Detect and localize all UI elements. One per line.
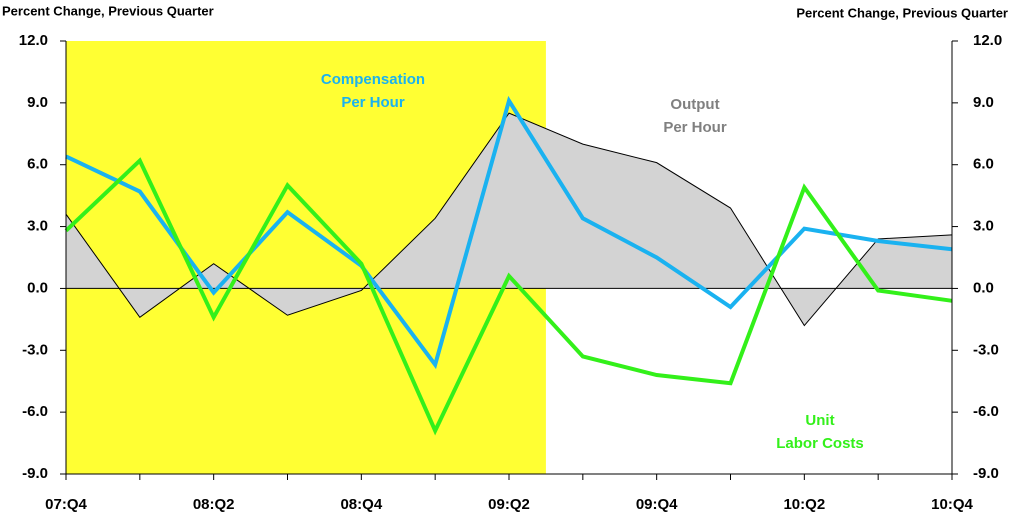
y-tick-label: -6.0 [22, 403, 48, 420]
series-line [64, 157, 953, 436]
annotation: Labor Costs [776, 435, 864, 452]
y-tick-label: 0.0 [27, 279, 48, 296]
area-fill [66, 113, 952, 326]
x-tick-label: 10:Q2 [783, 496, 825, 513]
y-tick-label: -3.0 [22, 341, 48, 358]
y2-tick-label: 12.0 [973, 32, 1002, 49]
y-tick-label: 12.0 [19, 32, 48, 49]
annotation: Per Hour [341, 94, 405, 111]
y2-tick-label: 3.0 [973, 218, 994, 235]
area-outline [65, 112, 953, 327]
annotation: Compensation [321, 71, 425, 88]
x-tick-label: 09:Q4 [636, 496, 678, 513]
x-tick-label: 09:Q2 [488, 496, 530, 513]
y-tick-label: 9.0 [27, 94, 48, 111]
x-tick-label: 07:Q4 [45, 496, 87, 513]
y2-tick-label: -6.0 [973, 403, 999, 420]
y2-tick-label: -3.0 [973, 341, 999, 358]
annotation: Per Hour [663, 119, 727, 136]
y-axis-title: Percent Change, Previous Quarter [2, 3, 214, 18]
y2-tick-label: 0.0 [973, 279, 994, 296]
y-tick-label: 6.0 [27, 156, 48, 173]
y-tick-label: -9.0 [22, 465, 48, 482]
y-tick-label: 3.0 [27, 218, 48, 235]
x-tick-label: 08:Q4 [340, 496, 382, 513]
annotation: Output [670, 96, 719, 113]
annotation: Unit [805, 412, 834, 429]
series-line [65, 95, 953, 370]
x-tick-label: 08:Q2 [193, 496, 235, 513]
y2-tick-label: -9.0 [973, 465, 999, 482]
x-tick-label: 10:Q4 [931, 496, 973, 513]
y2-tick-label: 6.0 [973, 156, 994, 173]
y2-axis-title: Percent Change, Previous Quarter [796, 5, 1008, 20]
y2-tick-label: 9.0 [973, 94, 994, 111]
